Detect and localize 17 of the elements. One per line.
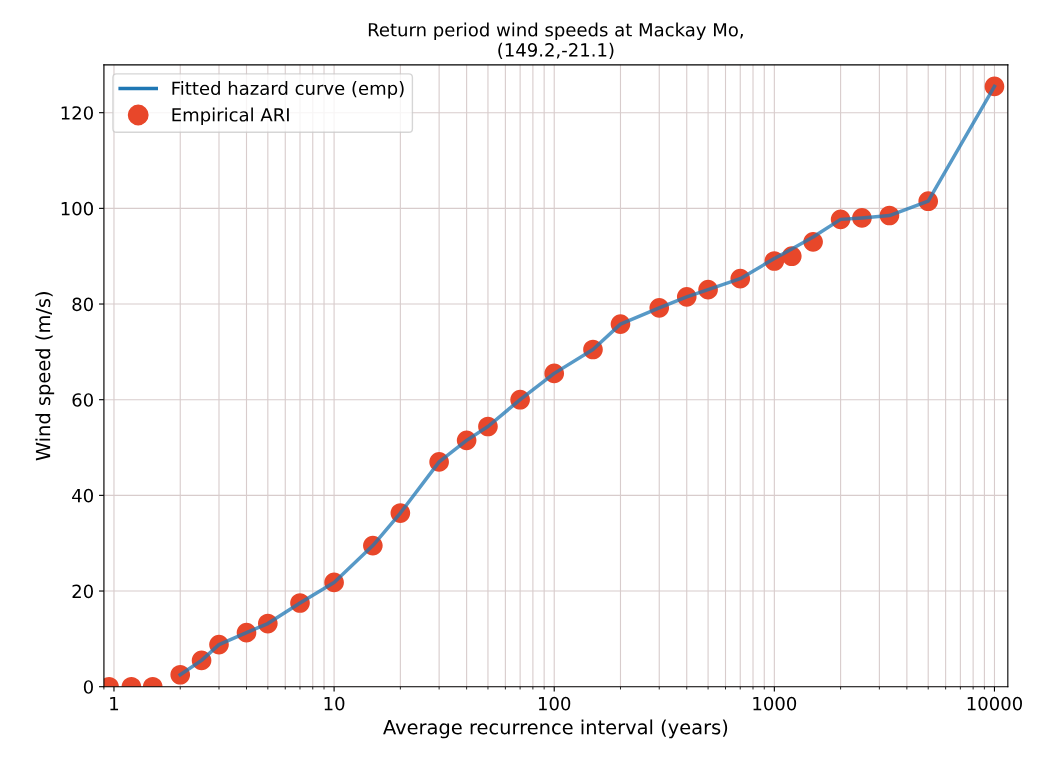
y-tick-label: 120: [61, 106, 93, 120]
y-tick-label: 40: [72, 488, 93, 503]
x-tick-label: 1000: [753, 696, 797, 711]
y-tick-label: 100: [61, 201, 93, 216]
y-tick-label: 80: [72, 297, 93, 312]
legend-label: Empirical ARI: [172, 107, 289, 126]
y-axis-title: Wind speed (m/s): [35, 292, 55, 461]
x-tick-label: 10: [324, 696, 345, 711]
x-tick-label: 10000: [967, 696, 1022, 711]
x-tick-label: 1: [110, 696, 119, 711]
x-tick-label: 100: [538, 696, 571, 711]
y-tick-label: 60: [72, 393, 93, 407]
legend-label: Fitted hazard curve (emp): [172, 81, 404, 99]
chart-title: Return period wind speeds at Mackay Mo, (149.2,-21.1): [368, 22, 743, 59]
y-tick-label: 0: [83, 680, 93, 694]
y-tick-label: 20: [72, 584, 93, 599]
x-axis-title: Average recurrence interval (years): [383, 719, 728, 739]
